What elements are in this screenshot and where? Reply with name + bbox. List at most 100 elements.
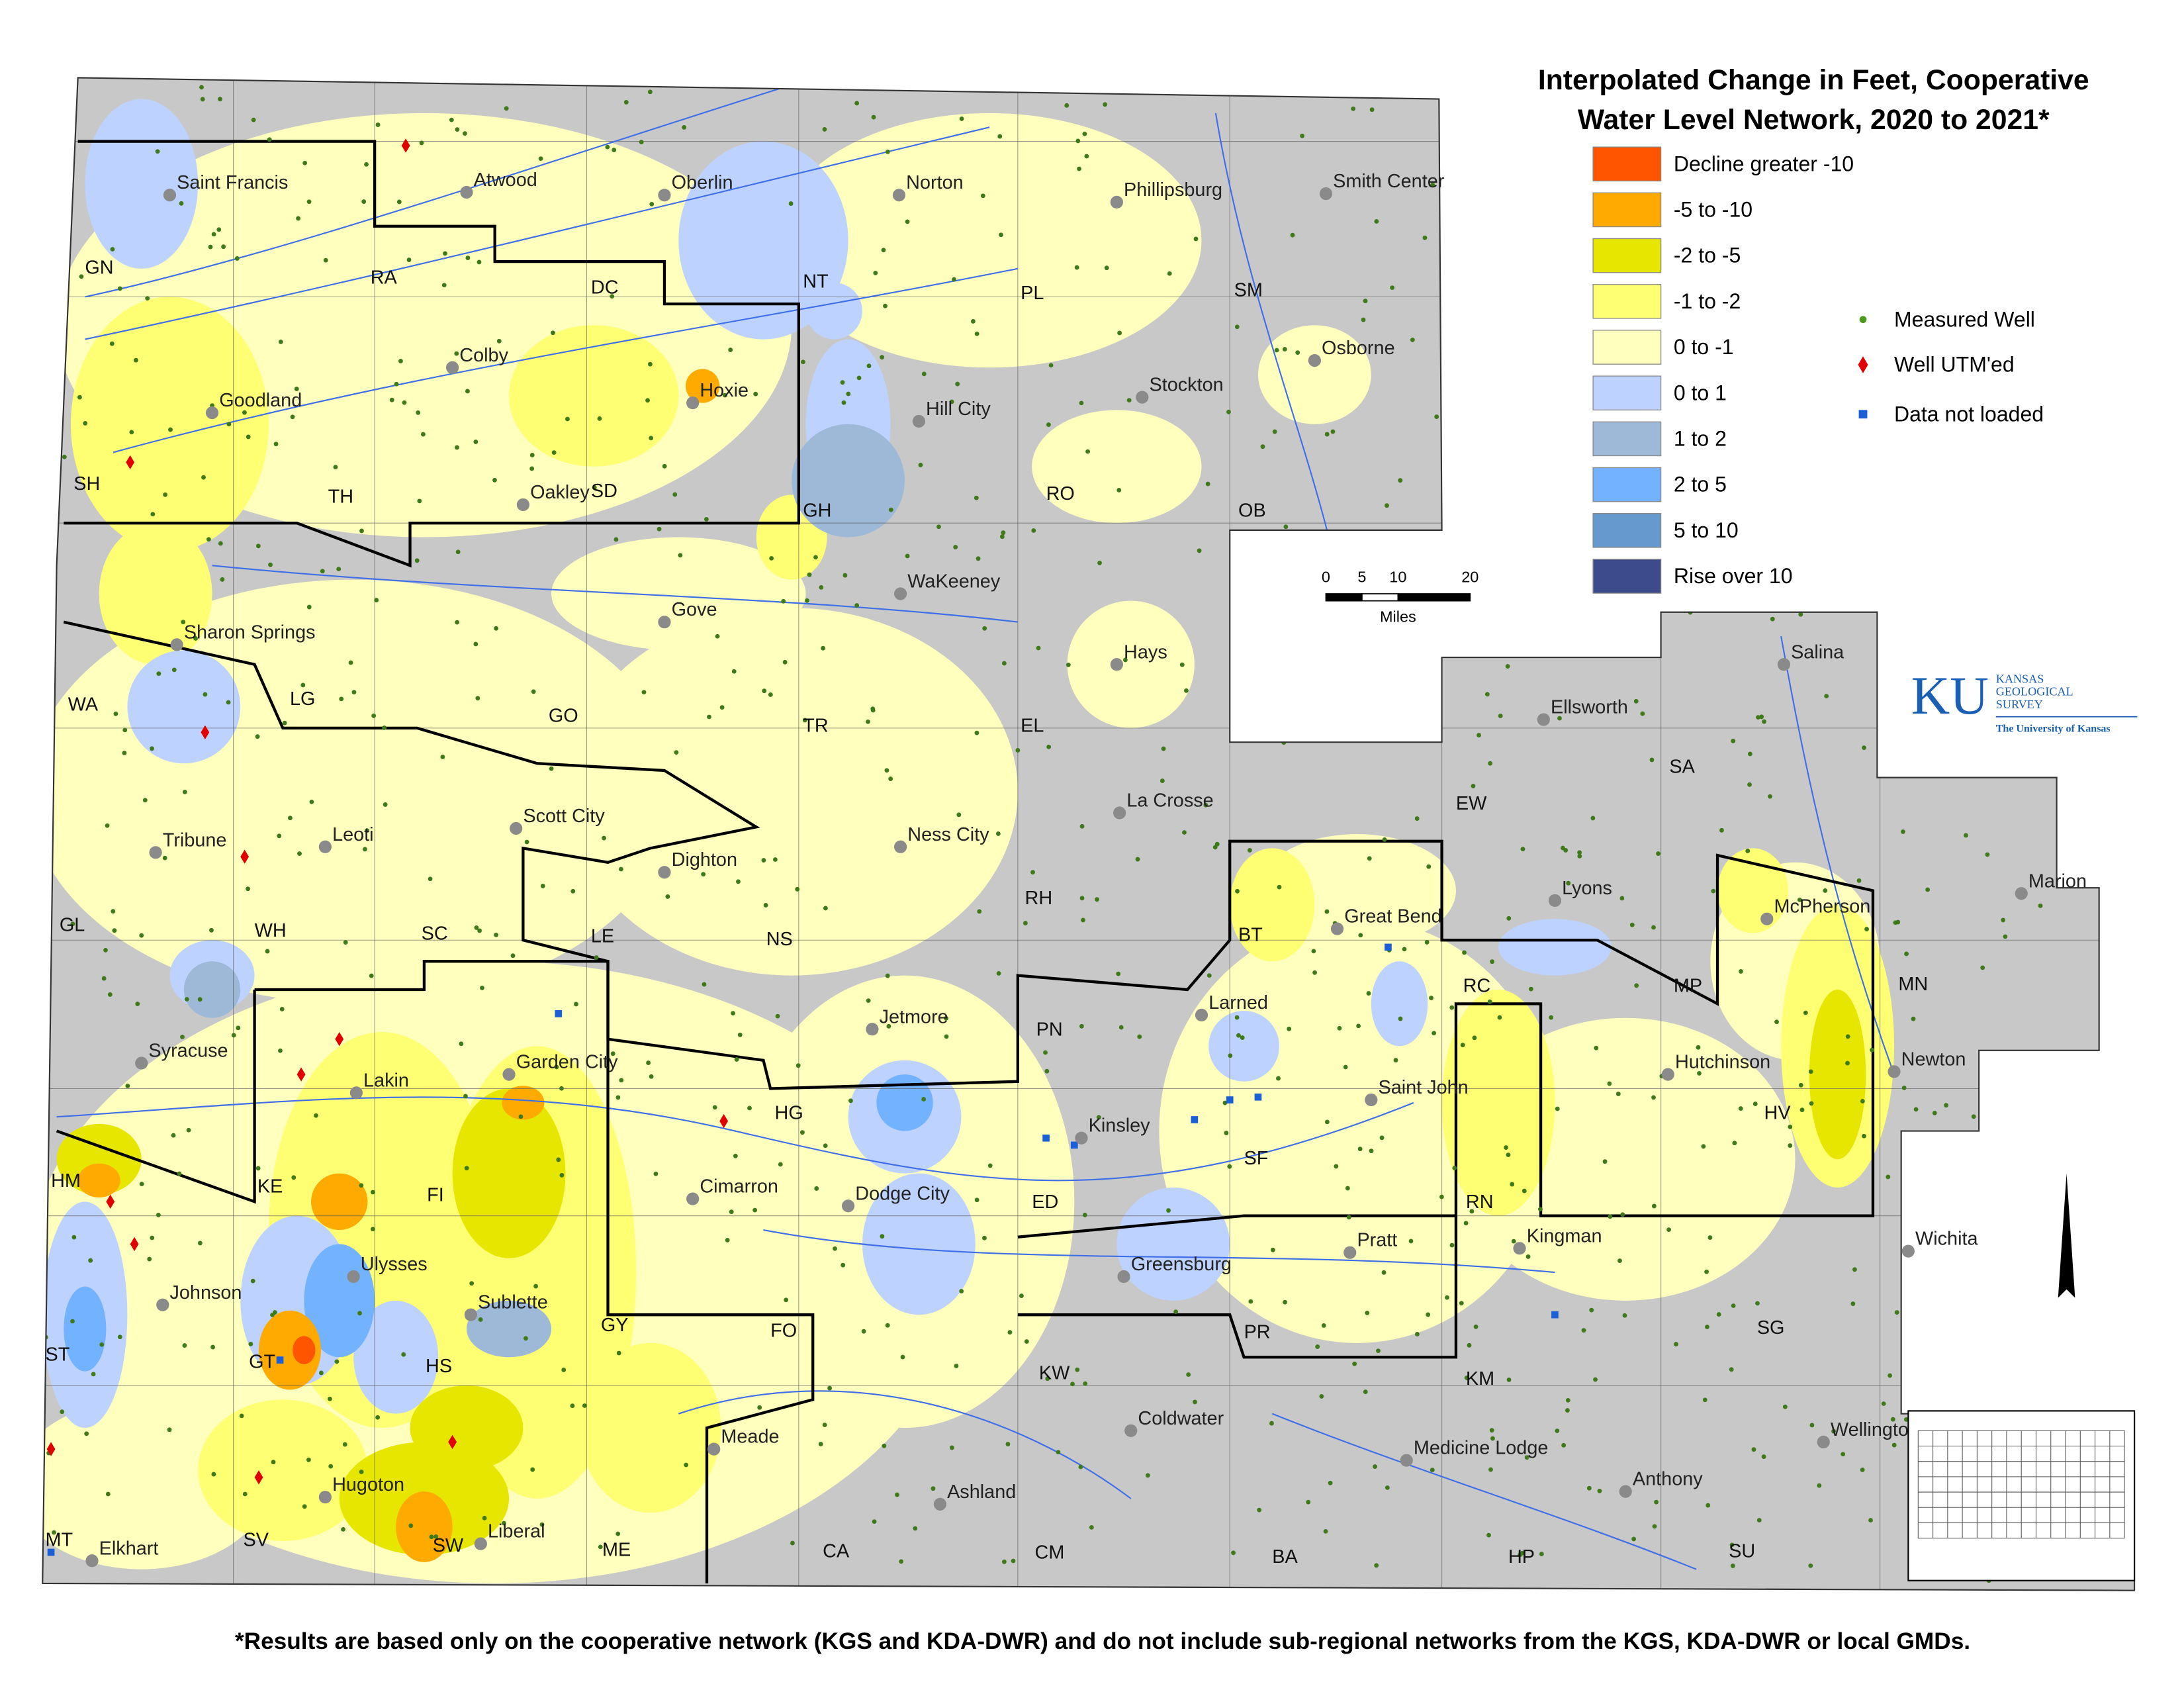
measured-well (1652, 1524, 1657, 1529)
measured-well (1290, 232, 1295, 238)
surface-patch (862, 1173, 976, 1315)
city-label: Newton (1901, 1049, 1966, 1070)
measured-well (980, 193, 985, 199)
measured-well (1561, 1442, 1567, 1448)
measured-well (455, 445, 459, 450)
measured-well (1234, 1015, 1240, 1020)
measured-well (559, 1086, 564, 1091)
measured-well (200, 97, 205, 102)
county-abbreviation: RA (371, 267, 398, 288)
measured-well (1373, 1464, 1377, 1469)
county-abbreviation: PN (1036, 1019, 1063, 1041)
county-abbreviation: FO (770, 1320, 797, 1341)
measured-well (302, 1504, 307, 1509)
measured-well (55, 412, 60, 417)
measured-well (995, 831, 1001, 836)
measured-well (1731, 1303, 1736, 1308)
measured-well (1597, 1488, 1602, 1493)
legend-point-symbol (1858, 410, 1868, 419)
city-marker (1308, 353, 1321, 367)
measured-well (1620, 1212, 1625, 1217)
measured-well (2017, 1186, 2022, 1192)
measured-well (736, 879, 741, 884)
city-label: Hays (1124, 641, 1167, 663)
measured-well (996, 970, 1001, 976)
measured-well (1545, 314, 1551, 319)
measured-well (641, 690, 647, 695)
measured-well (1096, 1115, 1101, 1120)
measured-well (1925, 887, 1931, 892)
city-label: Saint Francis (177, 172, 288, 193)
city-marker (85, 1554, 99, 1568)
measured-well (1374, 219, 1379, 224)
measured-well (246, 434, 251, 440)
measured-well (474, 925, 479, 930)
measured-well (242, 1491, 248, 1497)
measured-well (918, 463, 923, 467)
measured-well (769, 555, 774, 561)
city-label: Greensburg (1131, 1254, 1232, 1275)
utm-well (106, 1194, 115, 1209)
measured-well (921, 371, 927, 377)
measured-well (1116, 971, 1121, 976)
city-marker (2015, 887, 2028, 900)
measured-well (1886, 1174, 1891, 1180)
measured-well (598, 1544, 603, 1550)
measured-well (725, 1238, 730, 1243)
river (1271, 1413, 1697, 1570)
measured-well (905, 219, 910, 224)
measured-well (2038, 903, 2043, 908)
legend-label: 2 to 5 (1674, 473, 1727, 496)
measured-well (554, 1064, 559, 1070)
measured-well (1455, 383, 1460, 389)
logo-line: GEOLOGICAL (1996, 685, 2073, 698)
city-marker (347, 1270, 360, 1284)
measured-well (1070, 1382, 1075, 1387)
not-loaded-well (1226, 1096, 1234, 1103)
measured-well (1430, 182, 1435, 187)
measured-well (2034, 1378, 2039, 1383)
legend-swatch (1592, 146, 1662, 182)
measured-well (179, 201, 184, 206)
measured-well (1944, 1103, 1949, 1108)
measured-well (117, 1335, 122, 1340)
measured-well (1369, 1149, 1374, 1154)
measured-well (1361, 317, 1366, 322)
measured-well (383, 802, 388, 807)
measured-well (1222, 1100, 1228, 1105)
measured-well (231, 1033, 236, 1038)
measured-well (1783, 391, 1788, 395)
measured-well (496, 338, 502, 344)
measured-well (1214, 841, 1220, 847)
measured-well (1319, 1393, 1324, 1399)
utm-well (201, 725, 210, 739)
measured-well (952, 277, 956, 282)
measured-well (1363, 1389, 1368, 1394)
measured-well (802, 718, 807, 723)
measured-well (419, 140, 424, 146)
measured-well (1030, 870, 1035, 875)
surface-patch (396, 1491, 453, 1562)
measured-well (416, 410, 421, 415)
measured-well (1490, 1436, 1495, 1441)
measured-well (1560, 592, 1565, 597)
measured-well (1528, 986, 1533, 992)
measured-well (1694, 97, 1700, 102)
measured-well (616, 1350, 621, 1356)
measured-well (1526, 498, 1531, 503)
measured-well (982, 1235, 987, 1241)
measured-well (1462, 950, 1467, 955)
measured-well (959, 116, 964, 121)
measured-well (551, 330, 555, 336)
measured-well (463, 1094, 468, 1099)
city-marker (1777, 658, 1791, 671)
city-label: Meade (721, 1427, 779, 1448)
measured-well (510, 953, 516, 959)
measured-well (1464, 1376, 1469, 1380)
measured-well (1449, 1005, 1455, 1010)
measured-well (1911, 1016, 1916, 1021)
measured-well (1797, 897, 1802, 902)
measured-well (729, 1209, 734, 1215)
measured-well (704, 517, 709, 522)
measured-well (1961, 381, 1966, 387)
